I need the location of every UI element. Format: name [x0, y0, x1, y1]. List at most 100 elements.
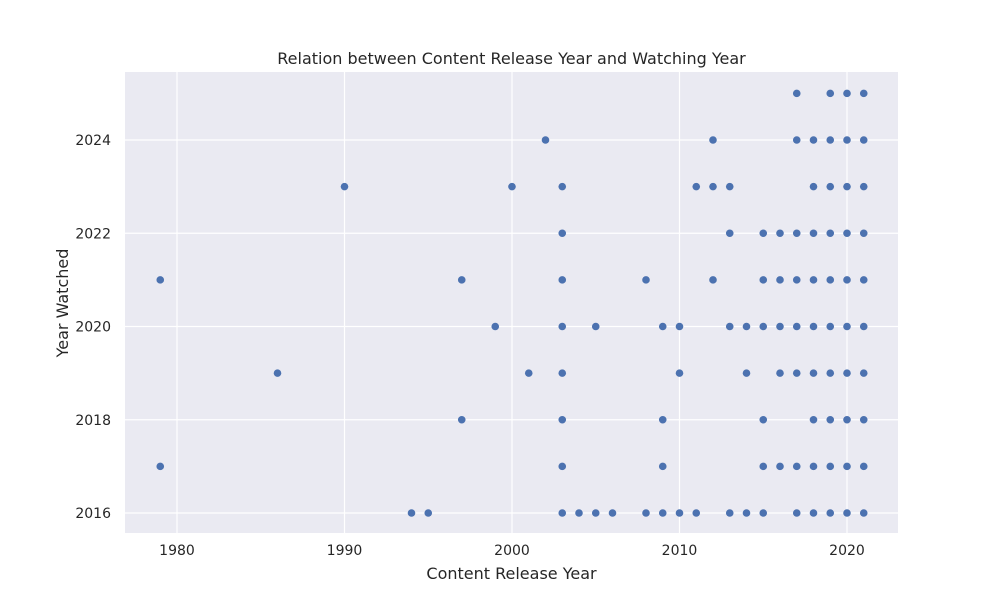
- data-point: [156, 462, 165, 471]
- data-point: [776, 322, 784, 331]
- data-point: [558, 229, 567, 238]
- data-point: [843, 462, 851, 471]
- data-point: [675, 369, 684, 377]
- data-point: [709, 136, 717, 144]
- grid-lines: [125, 72, 898, 533]
- data-point: [675, 509, 684, 517]
- data-point: [859, 182, 868, 191]
- data-point: [642, 276, 650, 284]
- data-point: [558, 276, 567, 284]
- y-tick-label: 2018: [75, 413, 111, 429]
- x-tick-labels: 1980 1990 2000 2010 2020: [159, 543, 865, 559]
- data-point: [859, 462, 868, 471]
- data-point: [776, 229, 784, 238]
- data-point: [809, 136, 818, 144]
- data-point: [658, 509, 667, 517]
- y-tick-label: 2016: [75, 506, 111, 522]
- data-point: [792, 229, 801, 238]
- data-point: [524, 369, 533, 377]
- data-point: [826, 276, 835, 284]
- data-point: [457, 415, 466, 424]
- x-tick-label: 2020: [829, 543, 865, 559]
- data-point: [843, 369, 851, 377]
- data-point: [859, 89, 868, 98]
- data-point: [658, 462, 667, 471]
- data-point: [575, 509, 583, 517]
- data-point: [759, 322, 768, 331]
- data-point: [725, 182, 734, 191]
- data-point: [826, 369, 835, 377]
- data-point: [859, 509, 868, 517]
- data-point: [792, 322, 801, 331]
- x-tick-label: 1980: [159, 543, 195, 559]
- data-point: [759, 276, 768, 284]
- data-point: [826, 415, 835, 424]
- data-point: [809, 415, 818, 424]
- data-point: [156, 276, 165, 284]
- data-point: [725, 509, 734, 517]
- data-point: [508, 182, 516, 191]
- data-point: [859, 229, 868, 238]
- data-point: [776, 462, 784, 471]
- data-point: [608, 509, 617, 517]
- data-point: [843, 182, 851, 191]
- data-point: [742, 369, 751, 377]
- data-point: [843, 322, 851, 331]
- data-point: [742, 509, 751, 517]
- data-point: [591, 322, 600, 331]
- data-point: [776, 276, 784, 284]
- data-point: [658, 322, 667, 331]
- y-tick-label: 2022: [75, 226, 111, 242]
- data-point: [742, 322, 751, 331]
- data-point: [809, 369, 818, 377]
- data-point: [709, 182, 717, 191]
- data-point: [692, 509, 701, 517]
- data-point: [826, 89, 835, 98]
- data-point: [826, 136, 835, 144]
- data-point: [826, 509, 835, 517]
- data-point: [776, 369, 784, 377]
- data-point: [407, 509, 416, 517]
- data-point: [340, 182, 349, 191]
- data-point: [558, 462, 567, 471]
- data-point: [792, 509, 801, 517]
- data-point: [759, 462, 768, 471]
- data-point: [809, 276, 818, 284]
- data-point: [273, 369, 282, 377]
- data-point: [591, 509, 600, 517]
- data-point: [843, 229, 851, 238]
- x-axis-label: Content Release Year: [426, 564, 597, 583]
- data-point: [809, 322, 818, 331]
- data-point: [792, 276, 801, 284]
- data-point: [859, 369, 868, 377]
- data-point: [809, 462, 818, 471]
- data-point: [843, 276, 851, 284]
- data-point: [457, 276, 466, 284]
- data-point: [826, 462, 835, 471]
- data-point: [792, 136, 801, 144]
- x-tick-label: 1990: [327, 543, 363, 559]
- data-point: [642, 509, 650, 517]
- data-point: [843, 89, 851, 98]
- data-point: [859, 322, 868, 331]
- y-tick-labels: 2016 2018 2020 2022 2024: [75, 133, 111, 522]
- data-point: [558, 322, 567, 331]
- data-point: [809, 509, 818, 517]
- x-tick-label: 2010: [662, 543, 698, 559]
- data-point: [759, 509, 768, 517]
- data-point: [843, 509, 851, 517]
- data-point: [692, 182, 701, 191]
- data-point: [675, 322, 684, 331]
- chart-title: Relation between Content Release Year an…: [277, 49, 746, 68]
- data-point: [725, 322, 734, 331]
- data-point: [541, 136, 550, 144]
- data-point: [709, 276, 717, 284]
- data-point: [424, 509, 433, 517]
- data-point: [826, 229, 835, 238]
- data-point: [792, 89, 801, 98]
- data-point: [859, 276, 868, 284]
- data-point: [558, 182, 567, 191]
- data-point: [843, 136, 851, 144]
- data-point: [759, 229, 768, 238]
